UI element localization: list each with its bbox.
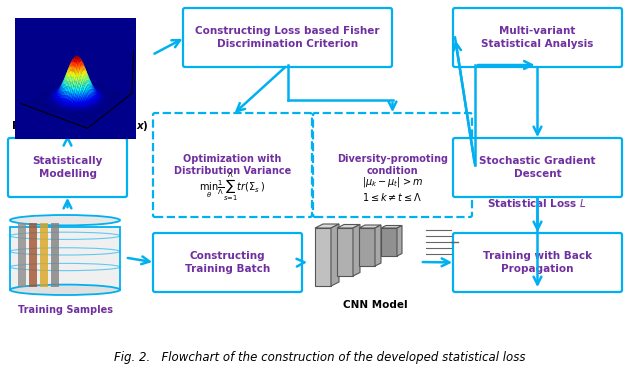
Text: Constructing
Training Batch: Constructing Training Batch (185, 251, 270, 274)
Polygon shape (397, 225, 402, 256)
Polygon shape (381, 225, 402, 228)
Text: Optimization with
Distribution Variance: Optimization with Distribution Variance (174, 154, 291, 177)
Text: Fig. 2.   Flowchart of the construction of the developed statistical loss: Fig. 2. Flowchart of the construction of… (115, 350, 525, 363)
Polygon shape (315, 224, 339, 228)
Text: $1\leq k\neq t\leq\Lambda$: $1\leq k\neq t\leq\Lambda$ (362, 191, 422, 203)
Bar (315, 228, 331, 286)
Text: Training Samples: Training Samples (17, 305, 113, 315)
Text: Multi-variant
Statistical Analysis: Multi-variant Statistical Analysis (481, 26, 594, 49)
FancyBboxPatch shape (153, 233, 302, 292)
Bar (18, 224, 26, 287)
Text: Probabilistic Model $\bfit{f}$($\bfit{x}$): Probabilistic Model $\bfit{f}$($\bfit{x}… (11, 119, 149, 133)
Polygon shape (375, 225, 381, 266)
Text: Statistical Loss $L$: Statistical Loss $L$ (487, 197, 587, 209)
FancyBboxPatch shape (153, 113, 312, 217)
Text: Statistically
Modelling: Statistically Modelling (32, 156, 102, 179)
Polygon shape (353, 225, 360, 276)
Text: Diversity-promoting
condition: Diversity-promoting condition (337, 154, 448, 177)
Bar (337, 228, 353, 276)
FancyBboxPatch shape (183, 8, 392, 67)
Bar (40, 224, 48, 287)
Polygon shape (331, 224, 339, 286)
Bar (29, 224, 37, 287)
Text: CNN Model: CNN Model (342, 300, 407, 310)
FancyBboxPatch shape (453, 233, 622, 292)
Polygon shape (337, 225, 360, 228)
Polygon shape (359, 225, 381, 228)
Ellipse shape (10, 284, 120, 295)
Ellipse shape (10, 215, 120, 225)
Text: Constructing Loss based Fisher
Discrimination Criterion: Constructing Loss based Fisher Discrimin… (195, 26, 380, 49)
Bar (381, 228, 397, 256)
Bar (51, 224, 59, 287)
Text: $|\mu_k - \mu_t|>m$: $|\mu_k - \mu_t|>m$ (362, 175, 423, 189)
Bar (10, 228, 120, 290)
Text: $\min_{\theta}\frac{1}{\Lambda}\sum_{s=1}^{\Lambda}tr(\Sigma_s)$: $\min_{\theta}\frac{1}{\Lambda}\sum_{s=1… (200, 171, 266, 203)
FancyBboxPatch shape (313, 113, 472, 217)
FancyBboxPatch shape (8, 138, 127, 197)
FancyBboxPatch shape (453, 138, 622, 197)
FancyBboxPatch shape (453, 8, 622, 67)
Bar (359, 228, 375, 266)
Text: Stochastic Gradient
Descent: Stochastic Gradient Descent (479, 156, 596, 179)
Text: Training with Back
Propagation: Training with Back Propagation (483, 251, 592, 274)
